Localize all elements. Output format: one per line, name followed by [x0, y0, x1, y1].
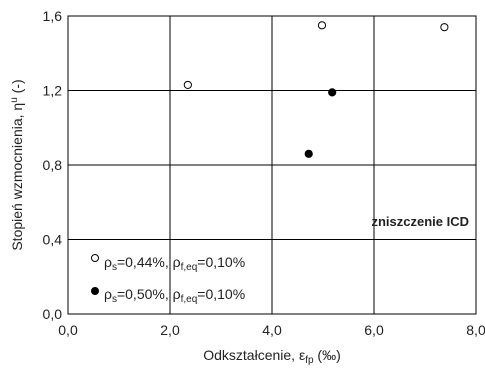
data-point-open-1 [317, 21, 327, 30]
x-axis-title: Odkształcenie, εfp (‰) [203, 347, 341, 366]
x-tick-label: 6,0 [364, 322, 384, 338]
y-tick-label: 0,0 [43, 306, 63, 322]
data-point-open-2 [440, 23, 449, 32]
y-tick-labels: 0,0 0,4 0,8 1,2 1,6 [43, 8, 63, 322]
x-tick-label: 0,0 [58, 322, 78, 338]
x-tick-label: 2,0 [160, 322, 180, 338]
x-tick-labels: 0,0 2,0 4,0 6,0 8,0 [58, 322, 485, 338]
data-point-open-0 [183, 80, 192, 90]
annotation: zniszczenie ICD [371, 214, 469, 229]
data-point-filled-0 [304, 149, 313, 158]
y-axis-title: Stopień wzmocnienia, ηu (-) [9, 79, 25, 250]
legend-entry-1: ρs=0,44%, ρf,eq=0,10% [104, 254, 245, 273]
legend: ρs=0,44%, ρf,eq=0,10% ρs=0,50%, ρf,eq=0,… [91, 254, 245, 305]
y-tick-label: 1,6 [43, 8, 63, 24]
x-tick-label: 4,0 [262, 322, 282, 338]
y-tick-label: 1,2 [43, 83, 63, 99]
legend-marker-filled [91, 287, 99, 295]
y-tick-label: 0,4 [43, 232, 63, 248]
data-point-filled-1 [328, 88, 337, 97]
x-tick-label: 8,0 [466, 322, 485, 338]
legend-marker-open [91, 254, 99, 262]
plot-frame [67, 15, 477, 315]
legend-entry-2: ρs=0,50%, ρf,eq=0,10% [104, 286, 245, 305]
data-points [183, 21, 449, 158]
y-tick-label: 0,8 [43, 157, 63, 173]
